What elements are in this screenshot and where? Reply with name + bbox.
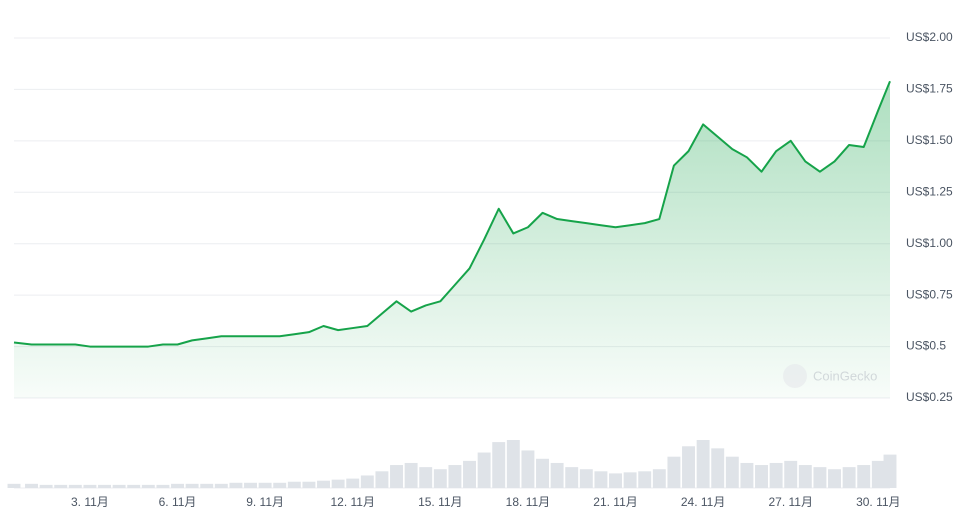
volume-bar — [404, 462, 418, 488]
volume-bar — [883, 454, 897, 488]
volume-bar — [127, 484, 141, 488]
volume-bar — [360, 475, 374, 488]
x-tick-label: 15. 11月 — [418, 495, 462, 509]
volume-bar — [477, 452, 491, 488]
y-tick-label: US$1.75 — [906, 82, 953, 96]
volume-bar — [638, 471, 652, 488]
watermark: CoinGecko — [783, 364, 877, 388]
volume-bar — [492, 442, 506, 488]
volume-bar — [25, 483, 38, 488]
volume-bar — [842, 467, 856, 488]
volume-bar — [433, 469, 447, 488]
price-line — [13, 80, 891, 348]
volume-bar — [565, 467, 579, 488]
volume-bar — [214, 483, 228, 488]
volume-bar — [536, 458, 549, 488]
y-tick-label: US$0.5 — [906, 339, 946, 353]
volume-bar — [346, 478, 360, 488]
volume-bar — [871, 460, 885, 488]
price-area — [14, 81, 890, 398]
volume-bar — [112, 484, 126, 488]
volume-bar — [550, 462, 564, 488]
volume-bar — [375, 471, 389, 488]
x-tick-label: 30. 11月 — [856, 495, 900, 509]
volume-bar — [287, 481, 301, 488]
volume-bar — [755, 465, 768, 488]
volume-bar — [784, 460, 798, 488]
volume-bar — [828, 469, 841, 488]
volume-bar — [448, 465, 462, 488]
volume-bar — [521, 450, 535, 488]
x-tick-label: 9. 11月 — [246, 495, 284, 509]
x-tick-label: 12. 11月 — [330, 495, 374, 509]
volume-bar — [68, 484, 82, 488]
volume-bar — [244, 482, 257, 488]
volume-bar — [711, 448, 725, 488]
volume-bar — [302, 481, 316, 488]
volume-bar — [682, 446, 695, 488]
y-tick-label: US$0.75 — [906, 287, 953, 301]
volume-bar — [229, 482, 243, 488]
volume-bar — [623, 472, 637, 488]
volume-bar — [258, 482, 272, 488]
volume-bar — [185, 483, 199, 488]
volume-bar — [317, 480, 330, 488]
y-tick-label: US$2.00 — [906, 30, 953, 44]
volume-bar — [506, 440, 520, 488]
volume-bar — [725, 456, 739, 488]
volume-bar — [667, 456, 681, 488]
volume-bar — [7, 483, 21, 488]
volume-bar — [652, 469, 666, 488]
volume-bar — [740, 462, 754, 488]
volume-bar — [769, 462, 783, 488]
volume-bar — [156, 484, 170, 488]
volume-bar — [39, 484, 53, 488]
volume-bar — [331, 479, 345, 488]
x-tick-label: 18. 11月 — [506, 495, 550, 509]
watermark-logo — [783, 364, 807, 388]
volume-bar — [696, 440, 710, 488]
volume-bar — [171, 483, 184, 488]
volume-bar — [273, 482, 287, 488]
volume-bar — [200, 483, 214, 488]
x-tick-label: 21. 11月 — [593, 495, 637, 509]
volume-bar — [419, 467, 433, 488]
volume-bar — [83, 484, 97, 488]
volume-bar — [857, 465, 871, 488]
volume-bar — [609, 473, 622, 488]
y-tick-label: US$1.00 — [906, 236, 953, 250]
y-tick-label: US$1.25 — [906, 184, 953, 198]
x-tick-label: 27. 11月 — [768, 495, 812, 509]
volume-bar — [463, 460, 476, 488]
volume-bar — [798, 465, 812, 488]
volume-bar — [813, 467, 827, 488]
volume-bar — [54, 484, 68, 488]
x-tick-label: 3. 11月 — [71, 495, 109, 509]
volume-bar — [98, 484, 111, 488]
watermark-text: CoinGecko — [813, 368, 877, 383]
x-tick-label: 6. 11月 — [159, 495, 197, 509]
volume-bar — [141, 484, 155, 488]
volume-bar — [579, 469, 593, 488]
y-tick-label: US$1.50 — [906, 133, 953, 147]
y-tick-label: US$0.25 — [906, 390, 953, 404]
volume-bar — [390, 465, 403, 488]
x-tick-label: 24. 11月 — [681, 495, 725, 509]
volume-bar — [594, 471, 608, 488]
